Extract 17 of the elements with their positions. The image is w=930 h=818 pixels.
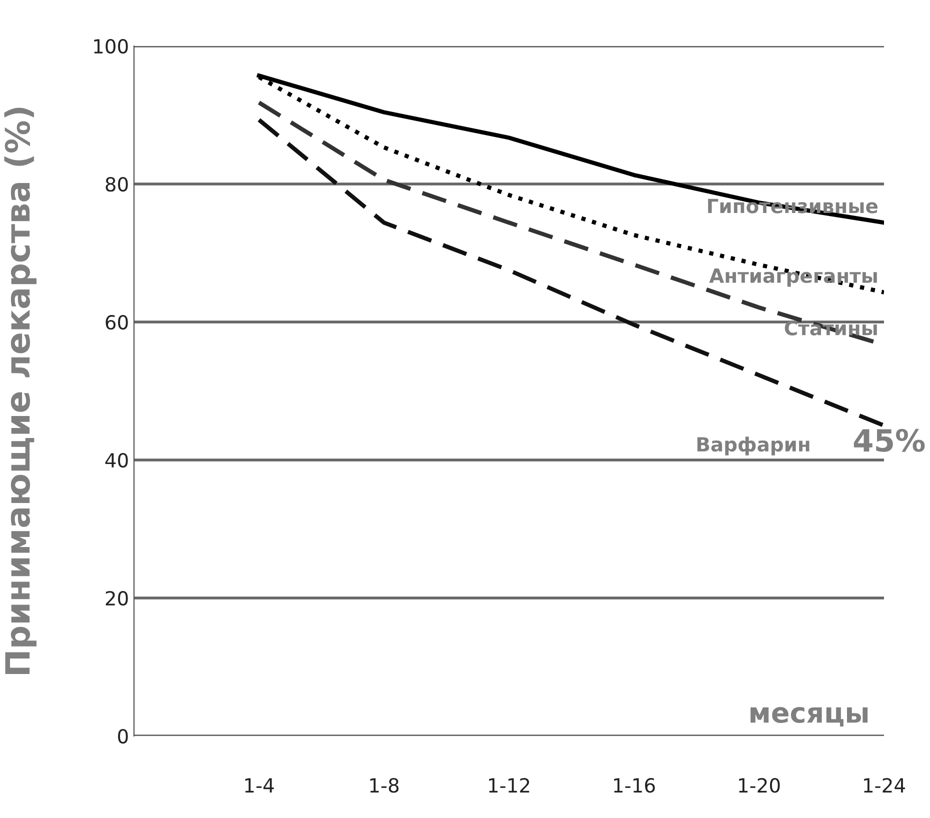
- y-axis-title: Принимающие лекарства (%): [4, 108, 36, 674]
- line-series: [256, 118, 884, 428]
- y-tick-label: 80: [106, 176, 128, 192]
- x-tick-label: 1-8: [370, 778, 399, 793]
- annotation: 45%: [854, 428, 925, 452]
- x-axis-title: месяцы: [750, 707, 868, 726]
- y-tick-label: 40: [105, 452, 128, 468]
- x-tick-label: 1-24: [864, 778, 905, 792]
- y-tick-label: 60: [106, 314, 128, 330]
- x-tick-label: 1-16: [614, 778, 655, 793]
- x-tick-label: 1-4: [245, 778, 274, 792]
- x-tick-label: 1-12: [489, 778, 530, 792]
- y-tick-label: 20: [106, 590, 128, 606]
- y-tick-label: 100: [94, 38, 128, 54]
- series-label: Варфарин: [697, 436, 810, 456]
- x-tick-label: 1-20: [739, 778, 780, 793]
- y-tick-label: 0: [118, 728, 128, 744]
